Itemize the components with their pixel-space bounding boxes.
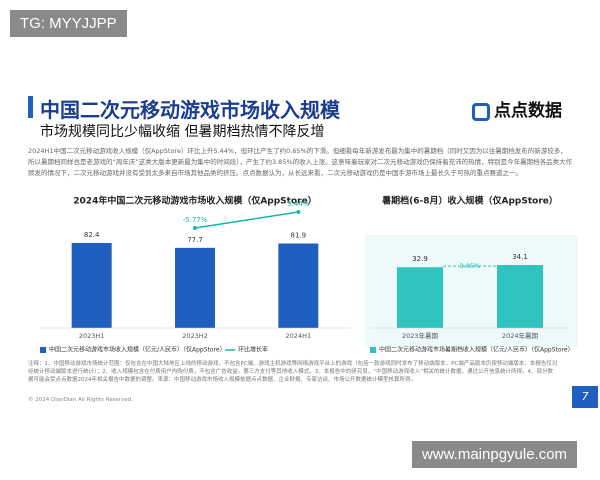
bar [397, 267, 443, 328]
page-number: 7 [572, 386, 598, 408]
data-label: 32.9 [412, 255, 428, 263]
logo-icon [472, 103, 490, 121]
legend-label: 中国二次元移动游戏市场收入规模（亿元/人民币）（仅AppStore） [49, 346, 226, 354]
title-accent [28, 96, 33, 118]
legend-swatch [370, 347, 376, 353]
bar [175, 247, 215, 328]
watermark: TG: MYYJJPP [10, 10, 127, 37]
footnotes: 注释：1、中国移动游戏市场统计范围：仅包含在中国大陆地区上线的移动游戏，不包含P… [28, 361, 558, 383]
copyright: © 2024 DianDian All Rights Reserved. [28, 397, 133, 403]
data-label: 5.44% [287, 200, 310, 208]
logo: 点点数据 [472, 96, 562, 121]
data-label: 81.9 [291, 232, 307, 240]
body-text: 2024H1中国二次元移动游戏收入规模（仅AppStore）环比上升5.44%，… [28, 147, 573, 177]
data-label: 77.7 [187, 236, 203, 244]
bar [497, 265, 543, 328]
data-label: -5.77% [183, 216, 208, 224]
bar [278, 243, 319, 328]
chart-title: 暑期档(6-8月）收入规模（仅AppStore） [381, 195, 558, 207]
annotation: 3.85% [460, 262, 481, 270]
legend-label: 中国二次元移动游戏市场暑期档收入规模（亿元/人民币）（仅AppStore） [379, 346, 574, 354]
watermark: www.mainpgyule.com [412, 441, 578, 468]
x-tick-label: 2024年暑期 [502, 331, 539, 340]
chart-background [365, 235, 578, 347]
legend-swatch [40, 347, 46, 353]
x-tick-label: 2024H1 [286, 332, 312, 340]
data-label: 34.1 [512, 253, 528, 261]
bar [71, 243, 112, 328]
logo-text: 点点数据 [494, 101, 562, 121]
legend-label: 环比增长率 [238, 346, 268, 354]
data-label: 82.4 [84, 231, 100, 239]
x-tick-label: 2023H1 [79, 332, 105, 340]
chart-title: 2024年中国二次元移动游戏市场收入规模（仅AppStore） [73, 195, 316, 207]
x-tick-label: 2023H2 [182, 332, 208, 340]
page-subtitle: 市场规模同比少幅收缩 但暑期档热情不降反增 [40, 124, 325, 140]
line [194, 211, 299, 229]
page-title: 中国二次元移动游戏市场收入规模 [40, 98, 340, 122]
x-tick-label: 2023年暑期 [402, 331, 439, 340]
